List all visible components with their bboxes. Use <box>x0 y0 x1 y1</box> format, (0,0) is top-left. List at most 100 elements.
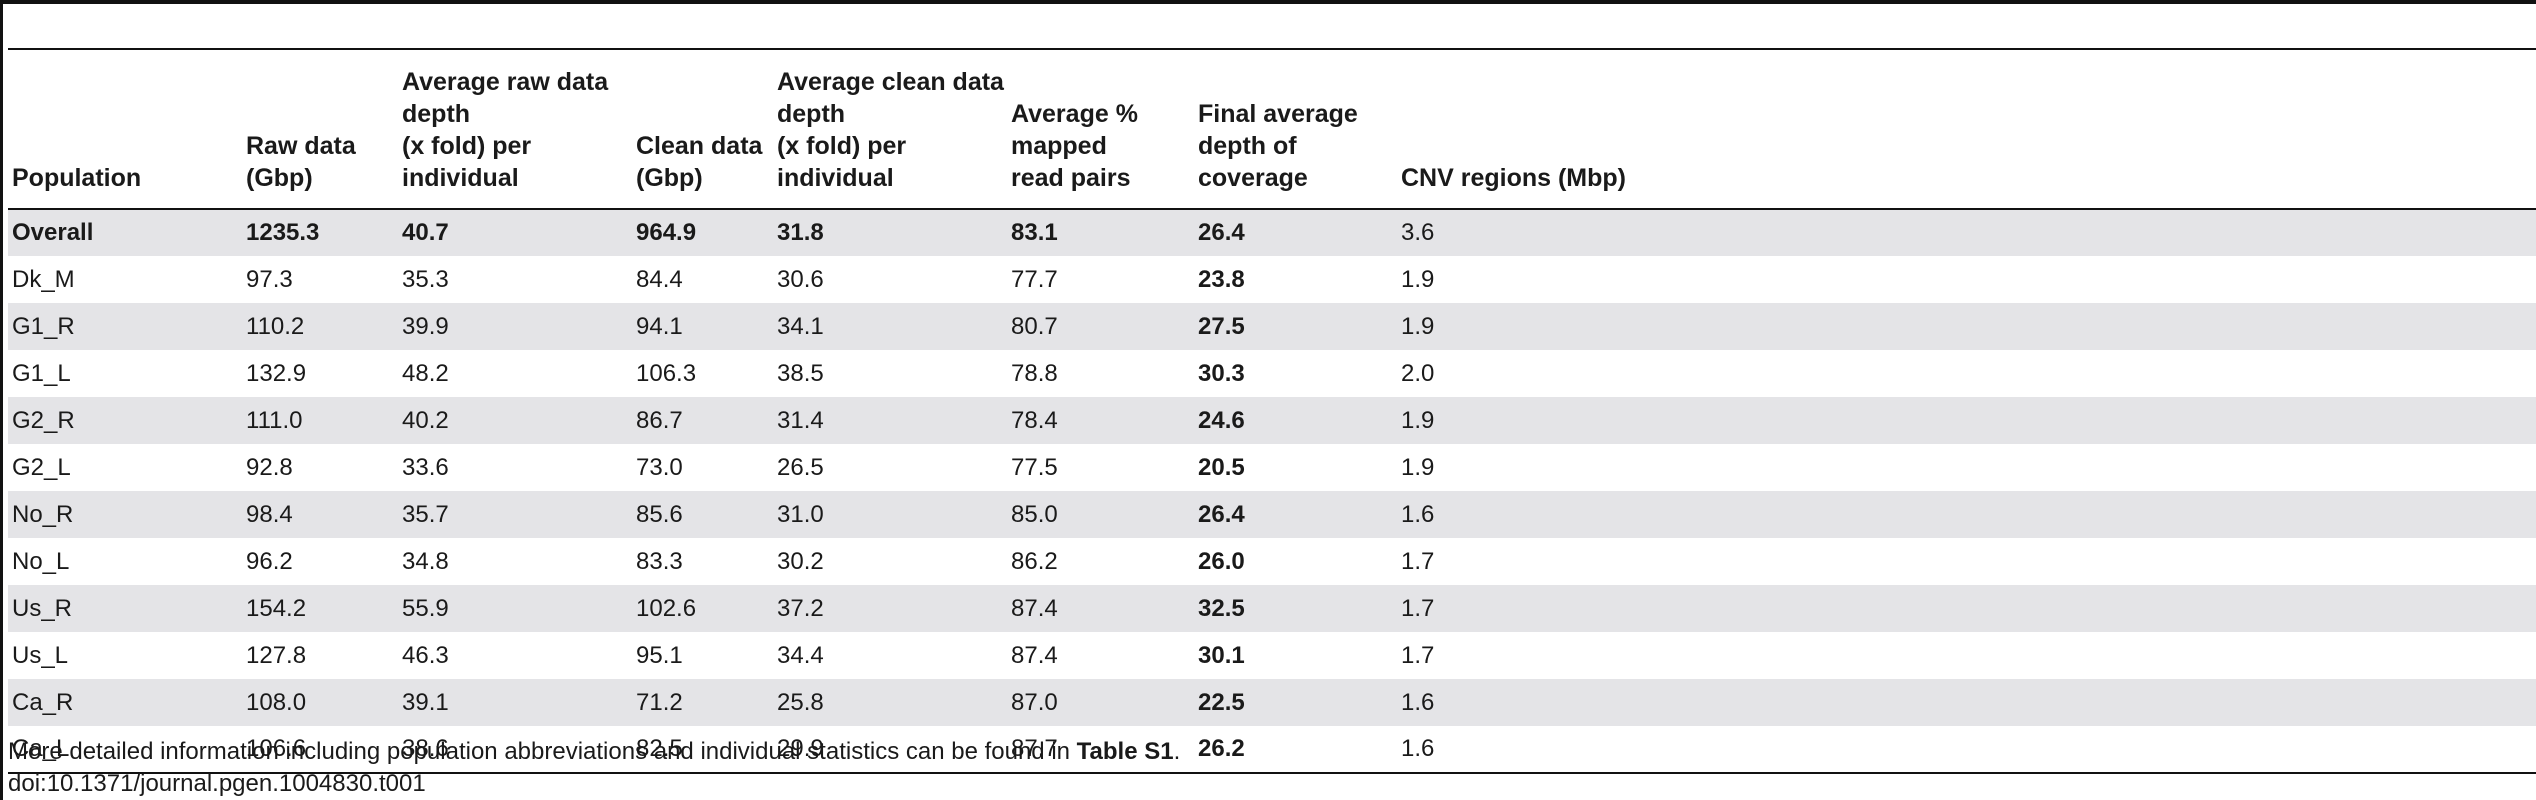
col-header-population: Population <box>8 50 242 210</box>
table-cell: 30.1 <box>1198 641 1245 669</box>
table-cell: 23.8 <box>1198 265 1245 293</box>
table-cell: 78.8 <box>1011 359 1058 387</box>
data-table: Population Raw data (Gbp) Average raw da… <box>8 50 2536 774</box>
table-cell: No_L <box>12 547 70 575</box>
table-cell: 27.5 <box>1194 303 1397 350</box>
table-cell: 22.5 <box>1194 679 1397 726</box>
table-cell: G2_L <box>12 453 71 481</box>
table-cell: 20.5 <box>1198 453 1245 481</box>
table-cell: 85.6 <box>632 491 773 538</box>
table-cell: 110.2 <box>242 303 398 350</box>
table-cell: 38.6 <box>398 726 632 774</box>
table-cell: Ca_R <box>8 679 242 726</box>
table-cell: 1.7 <box>1401 641 1435 669</box>
table-cell: 1.9 <box>1397 303 2536 350</box>
table-cell: 127.8 <box>246 641 307 669</box>
table-cell: 32.5 <box>1194 585 1397 632</box>
table-row: G1_R 110.2 39.9 94.1 34.1 80.7 27.5 1.9 <box>8 303 2536 350</box>
table-row: No_R 98.4 35.7 85.6 31.0 85.0 26.4 1.6 <box>8 491 2536 538</box>
table-cell: 1.7 <box>1397 585 2536 632</box>
table-row: Us_R 154.2 55.9 102.6 37.2 87.4 32.5 1.7 <box>8 585 2536 632</box>
table-cell: 87.7 <box>1007 726 1194 774</box>
table-cell: 34.4 <box>777 641 824 669</box>
table-cell: 96.2 <box>246 547 293 575</box>
table-cell: 83.3 <box>636 547 683 575</box>
table-cell: 1.6 <box>1397 679 2536 726</box>
table-cell: 71.2 <box>632 679 773 726</box>
table-cell: 35.3 <box>402 265 449 293</box>
col-header-avg-raw-depth: Average raw data depth (x fold) per indiv… <box>398 50 632 210</box>
table-row: Dk_M 97.3 35.3 84.4 30.6 77.7 23.8 1.9 <box>8 256 2536 303</box>
left-edge <box>0 0 3 800</box>
top-rule <box>0 0 2536 4</box>
table-cell: 30.2 <box>777 547 824 575</box>
table-cell: 26.4 <box>1194 491 1397 538</box>
table-cell: 102.6 <box>632 585 773 632</box>
table-cell: 33.6 <box>402 453 449 481</box>
table-row: G2_R 111.0 40.2 86.7 31.4 78.4 24.6 1.9 <box>8 397 2536 444</box>
table-cell: 40.2 <box>398 397 632 444</box>
col-header-cnv-regions: CNV regions (Mbp) <box>1397 50 2536 210</box>
table-cell: 106.3 <box>636 359 697 387</box>
table-cell: 98.4 <box>242 491 398 538</box>
table-cell: 84.4 <box>636 265 683 293</box>
table-cell: 48.2 <box>402 359 449 387</box>
table-row: No_L 96.2 34.8 83.3 30.2 86.2 26.0 1.7 <box>8 538 2536 585</box>
col-header-raw-data: Raw data (Gbp) <box>242 50 398 210</box>
table-cell: 87.4 <box>1011 641 1058 669</box>
table-cell: 46.3 <box>402 641 449 669</box>
table-cell: 26.0 <box>1198 547 1245 575</box>
footnote-table-ref[interactable]: Table S1 <box>1076 738 1174 765</box>
table-cell: 1.6 <box>1397 491 2536 538</box>
table-cell: 35.7 <box>398 491 632 538</box>
table-cell: 31.0 <box>773 491 1007 538</box>
col-header-final-depth: Final average depth of coverage <box>1194 50 1397 210</box>
table-cell: 80.7 <box>1007 303 1194 350</box>
table-row: G2_L 92.8 33.6 73.0 26.5 77.5 20.5 1.9 <box>8 444 2536 491</box>
table-row: Us_L 127.8 46.3 95.1 34.4 87.4 30.1 1.7 <box>8 632 2536 679</box>
table-footnote: More detailed information including popu… <box>8 738 1181 765</box>
table-cell: 92.8 <box>246 453 293 481</box>
table-cell: 82.5 <box>632 726 773 774</box>
table-top-rule <box>8 48 2536 50</box>
table-cell: 31.4 <box>773 397 1007 444</box>
table-row: Ca_R 108.0 39.1 71.2 25.8 87.0 22.5 1.6 <box>8 679 2536 726</box>
table-cell: 94.1 <box>632 303 773 350</box>
table-cell: 106.6 <box>242 726 398 774</box>
table-cell: 25.8 <box>773 679 1007 726</box>
table-cell: 87.4 <box>1007 585 1194 632</box>
table-cell: 87.0 <box>1007 679 1194 726</box>
table-cell: G1_L <box>12 359 71 387</box>
table-cell: No_R <box>8 491 242 538</box>
table-cell: 154.2 <box>242 585 398 632</box>
table-cell: Ca_L <box>8 726 242 774</box>
table-cell: 964.9 <box>632 209 773 256</box>
table-cell: 1.9 <box>1401 453 1435 481</box>
table-cell: 1.9 <box>1397 397 2536 444</box>
doi-text: doi:10.1371/journal.pgen.1004830.t001 <box>8 770 426 797</box>
table-cell: 29.9 <box>773 726 1007 774</box>
table-cell: 85.0 <box>1007 491 1194 538</box>
table-cell: 1.6 <box>1397 726 2536 774</box>
table-cell: 95.1 <box>636 641 683 669</box>
table-cell: 40.7 <box>398 209 632 256</box>
table-cell: 26.4 <box>1194 209 1397 256</box>
table-cell: 2.0 <box>1401 359 1435 387</box>
table-cell: 1.9 <box>1401 265 1435 293</box>
table-cell: 86.7 <box>632 397 773 444</box>
table-cell: 77.7 <box>1011 265 1058 293</box>
table-row: G1_L 132.9 48.2 106.3 38.5 78.8 30.3 2.0 <box>8 350 2536 397</box>
table-cell: 24.6 <box>1194 397 1397 444</box>
table-cell: Dk_M <box>12 265 75 293</box>
table-cell: 30.3 <box>1198 359 1245 387</box>
table-cell: 77.5 <box>1011 453 1058 481</box>
table-cell: 39.1 <box>398 679 632 726</box>
table-cell: Us_R <box>8 585 242 632</box>
table-cell: 132.9 <box>246 359 307 387</box>
table-cell: 111.0 <box>242 397 398 444</box>
footnote-text: More detailed information including popu… <box>8 738 1077 765</box>
table-cell: 83.1 <box>1007 209 1194 256</box>
table-cell: 30.6 <box>777 265 824 293</box>
col-header-clean-data: Clean data (Gbp) <box>632 50 773 210</box>
table-cell: 55.9 <box>398 585 632 632</box>
